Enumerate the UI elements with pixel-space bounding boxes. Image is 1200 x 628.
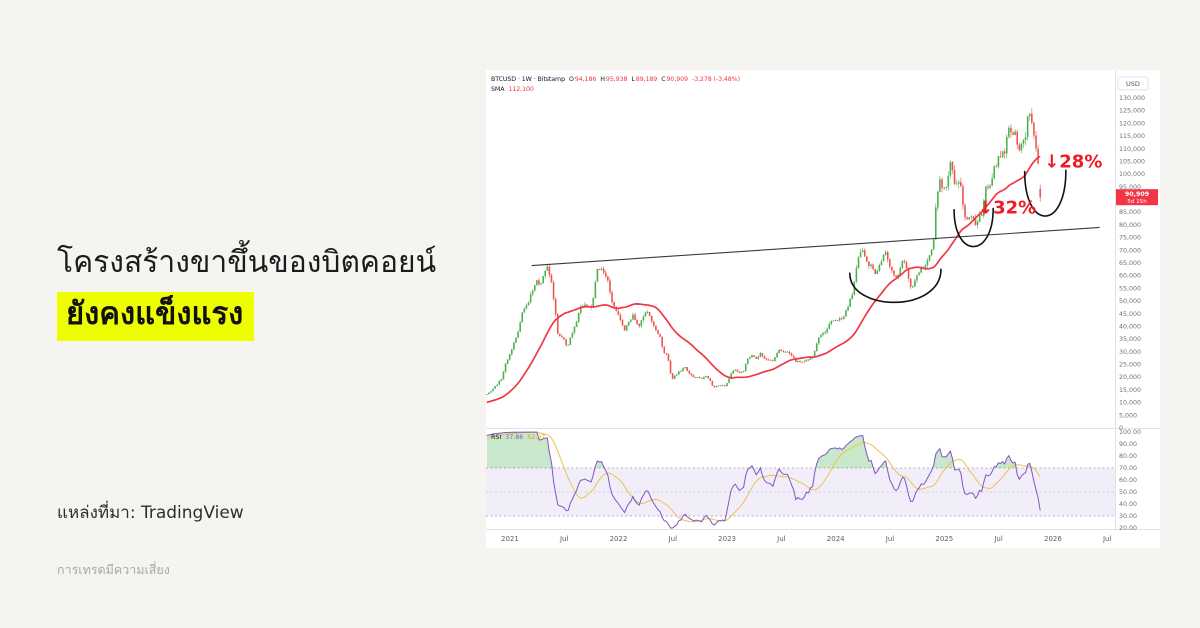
high-label: H <box>600 76 605 83</box>
svg-text:85,000: 85,000 <box>1119 209 1141 216</box>
svg-text:95,000: 95,000 <box>1119 184 1141 191</box>
close-value: 90,909 <box>666 76 689 83</box>
svg-text:105,000: 105,000 <box>1119 159 1145 166</box>
bottom-arc-3 <box>1023 169 1067 217</box>
svg-text:2025: 2025 <box>935 535 953 543</box>
rsi-axis: 100.00 90.00 80.00 70.00 60.00 50.00 40.00 30.0… <box>1119 429 1141 532</box>
svg-text:90.00: 90.00 <box>1119 441 1137 448</box>
svg-text:20,000: 20,000 <box>1119 374 1141 381</box>
svg-text:Jul: Jul <box>1102 535 1112 543</box>
svg-text:130,000: 130,000 <box>1119 95 1145 102</box>
svg-text:110,000: 110,000 <box>1119 146 1145 153</box>
svg-text:125,000: 125,000 <box>1119 108 1145 115</box>
svg-text:45,000: 45,000 <box>1119 311 1141 318</box>
change-value: -3,278 (-3.48%) <box>691 76 740 83</box>
svg-text:60.00: 60.00 <box>1119 477 1137 484</box>
rsi-line <box>486 431 1041 529</box>
sma-line <box>486 155 1041 404</box>
svg-text:2026: 2026 <box>1044 535 1062 543</box>
time-axis: 2021 Jul 2022 Jul 2023 Jul 2024 Jul 2025 Jul 2026 J… <box>501 535 1111 543</box>
svg-text:Jul: Jul <box>885 535 895 543</box>
ohlc-close: C 90,909 <box>661 76 688 83</box>
svg-text:100,000: 100,000 <box>1119 171 1145 178</box>
currency-chip <box>1117 76 1149 91</box>
svg-text:115,000: 115,000 <box>1119 133 1145 140</box>
svg-text:80.00: 80.00 <box>1119 453 1137 460</box>
svg-text:40.00: 40.00 <box>1119 501 1137 508</box>
bottom-arc-2 <box>953 207 994 248</box>
open-label: O <box>568 76 574 83</box>
svg-text:25,000: 25,000 <box>1119 362 1141 369</box>
tradingview-chart: ↓32% ↓28% 130,000 125,000 120,000 115,000 110,… <box>486 70 1160 548</box>
sma-label: SMA <box>491 86 505 93</box>
svg-text:120,000: 120,000 <box>1119 120 1145 127</box>
ohlc-open: O 94,186 <box>569 76 596 83</box>
chart-legend: BTCUSD · 1W · Bitstamp O 94,186 H 95,938 L… <box>491 76 740 96</box>
svg-text:2022: 2022 <box>610 535 628 543</box>
svg-text:70.00: 70.00 <box>1119 465 1137 472</box>
rsi-overbought-fill <box>933 448 955 468</box>
svg-text:90,909: 90,909 <box>1125 191 1149 198</box>
svg-text:75,000: 75,000 <box>1119 235 1141 242</box>
svg-text:50.00: 50.00 <box>1119 489 1137 496</box>
svg-text:80,000: 80,000 <box>1119 222 1141 229</box>
bottom-arc-1 <box>849 268 942 304</box>
trendline <box>531 226 1100 267</box>
drawdown-label-2: ↓28% <box>1044 152 1102 173</box>
svg-text:60,000: 60,000 <box>1119 273 1141 280</box>
svg-text:100.00: 100.00 <box>1119 429 1141 436</box>
svg-text:2021: 2021 <box>501 535 519 543</box>
ohlc-low: L 89,189 <box>631 76 657 83</box>
svg-text:0: 0 <box>1119 425 1123 432</box>
svg-text:55,000: 55,000 <box>1119 285 1141 292</box>
high-value: 95,938 <box>605 76 628 83</box>
svg-text:15,000: 15,000 <box>1119 387 1141 394</box>
rsi-label: RSI <box>491 434 502 441</box>
svg-text:2024: 2024 <box>827 535 845 543</box>
source-label: แหล่งที่มา: TradingView <box>57 503 244 523</box>
symbol-title: BTCUSD · 1W · Bitstamp <box>491 76 565 83</box>
svg-text:2023: 2023 <box>718 535 736 543</box>
svg-text:5,000: 5,000 <box>1119 412 1137 419</box>
rsi-ma-value: 52.97 <box>527 434 546 441</box>
close-label: C <box>661 76 666 83</box>
headline-line1: โครงสร้างขาขึ้นของบิตคอยน์ <box>57 245 437 280</box>
candlestick-series <box>486 108 1041 396</box>
svg-text:Jul: Jul <box>668 535 678 543</box>
svg-text:20.00: 20.00 <box>1119 525 1137 532</box>
svg-text:10,000: 10,000 <box>1119 400 1141 407</box>
sma-value: 112,100 <box>508 86 534 93</box>
risk-disclaimer: การเทรดมีความเสี่ยง <box>57 562 170 577</box>
chart-canvas: ↓32% ↓28% 130,000 125,000 120,000 115,000 110,… <box>486 70 1160 548</box>
low-value: 89,189 <box>635 76 658 83</box>
ohlc-high: H 95,938 <box>600 76 627 83</box>
low-label: L <box>631 76 635 83</box>
rsi-band <box>486 468 1115 516</box>
svg-text:35,000: 35,000 <box>1119 336 1141 343</box>
svg-text:65,000: 65,000 <box>1119 260 1141 267</box>
svg-text:Jul: Jul <box>993 535 1003 543</box>
svg-text:Jul: Jul <box>776 535 786 543</box>
chart-background <box>486 70 1160 548</box>
rsi-value: 37.86 <box>505 434 524 441</box>
svg-text:5d 15h: 5d 15h <box>1127 199 1147 205</box>
drawdown-label-1: ↓32% <box>978 198 1036 219</box>
currency-label: USD <box>1126 80 1140 88</box>
rsi-legend: RSI 37.86 52.97 <box>491 434 545 441</box>
rsi-overbought-fill <box>486 432 554 468</box>
svg-text:40,000: 40,000 <box>1119 324 1141 331</box>
svg-text:50,000: 50,000 <box>1119 298 1141 305</box>
headline: โครงสร้างขาขึ้นของบิตคอยน์ ยังคงแข็งแรง <box>57 240 436 341</box>
svg-text:70,000: 70,000 <box>1119 247 1141 254</box>
open-value: 94,186 <box>574 76 597 83</box>
svg-text:30.00: 30.00 <box>1119 513 1137 520</box>
svg-text:Jul: Jul <box>559 535 569 543</box>
headline-highlight: ยังคงแข็งแรง <box>57 292 255 341</box>
svg-text:30,000: 30,000 <box>1119 349 1141 356</box>
